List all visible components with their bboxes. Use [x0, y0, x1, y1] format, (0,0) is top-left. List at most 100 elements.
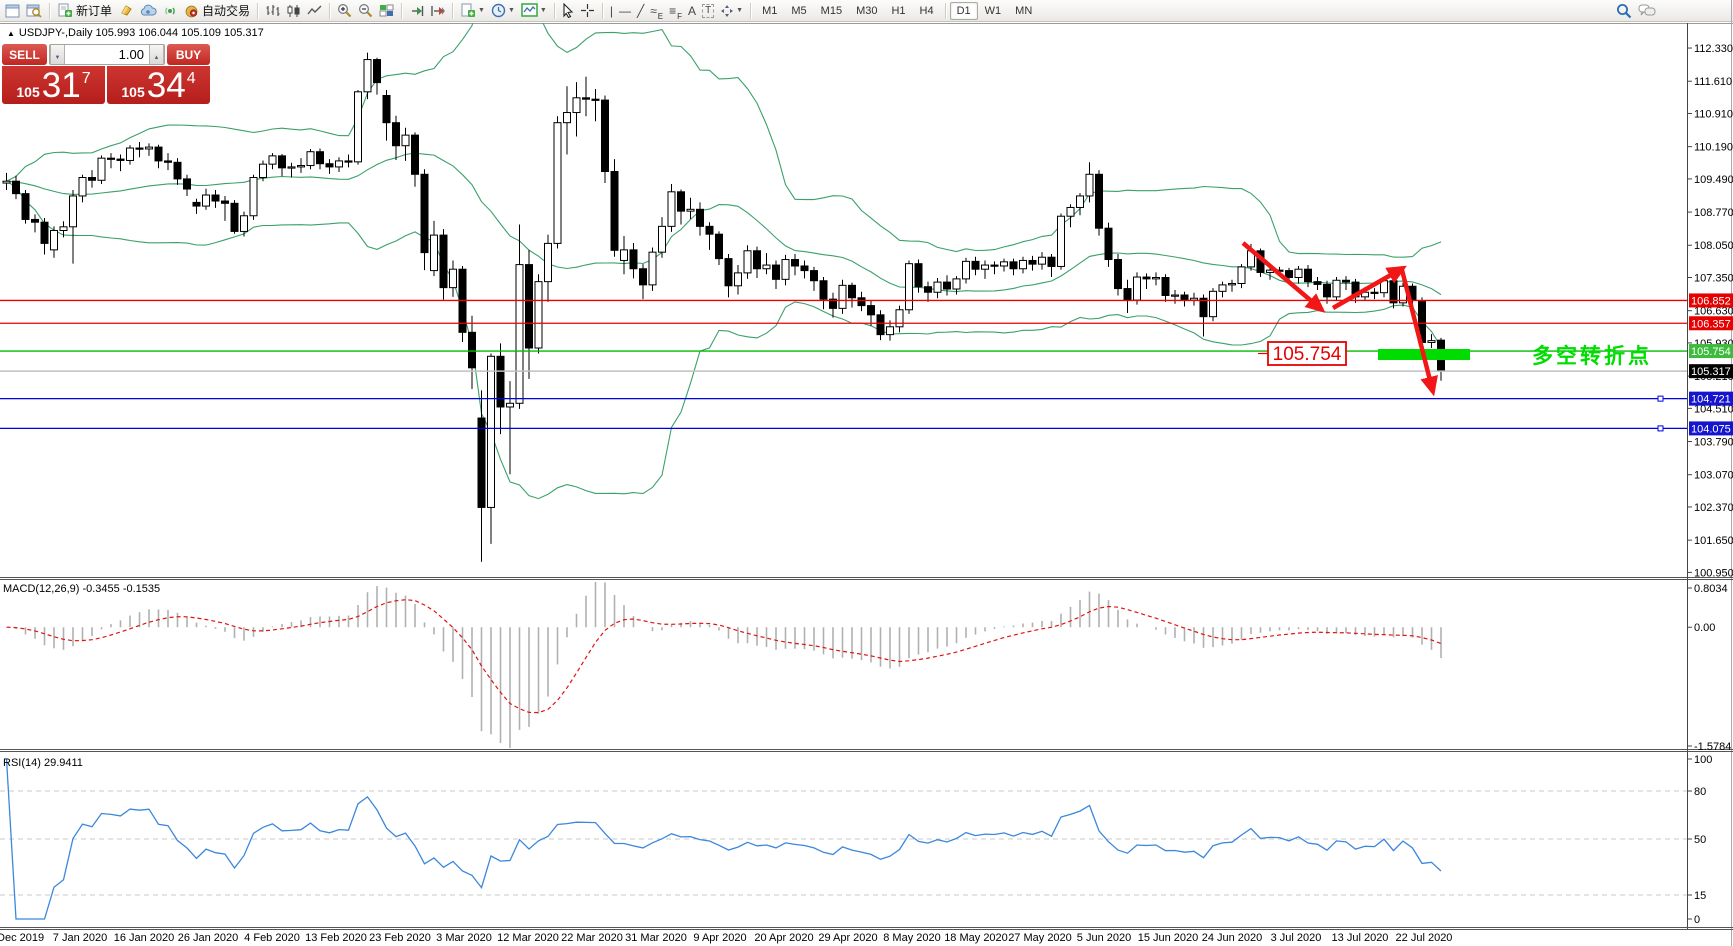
chat-icon[interactable]: [1635, 1, 1659, 21]
price-tick-label: 107.350: [1694, 273, 1733, 285]
price-marker-text: 105.317: [1691, 366, 1731, 378]
timeframe-m5-button[interactable]: M5: [791, 4, 807, 17]
date-label: 15 Jun 2020: [1138, 932, 1199, 944]
candle-body: [164, 160, 172, 163]
buy-price-panel[interactable]: 105 34 4: [107, 66, 210, 104]
cursor-icon[interactable]: [559, 1, 577, 21]
tile-windows-icon[interactable]: [376, 1, 397, 21]
metaeditor-icon[interactable]: [115, 1, 137, 21]
tile-windows-icon: [379, 4, 394, 18]
chevron-down-icon[interactable]: ▼: [507, 7, 515, 14]
volume-input[interactable]: [64, 45, 149, 64]
candle-body: [677, 191, 685, 212]
candles-layer: [2, 52, 1445, 562]
line-chart-icon[interactable]: [304, 1, 325, 21]
bar-chart-icon[interactable]: [262, 1, 283, 21]
equidistant-channel-icon[interactable]: ≈ E: [647, 1, 666, 21]
date-label: 5 Jun 2020: [1077, 932, 1131, 944]
chevron-down-icon[interactable]: ▼: [478, 7, 485, 14]
profiles-icon[interactable]: [23, 1, 45, 21]
symbol-arrow-icon: ▲: [7, 29, 15, 38]
line-handle[interactable]: [1657, 425, 1664, 432]
sell-price-panel[interactable]: 105 31 7: [2, 66, 105, 104]
candlestick-chart-icon[interactable]: [283, 1, 304, 21]
timeframe-m1-button[interactable]: M1: [762, 4, 778, 17]
signals-icon[interactable]: [160, 1, 181, 21]
candle-body: [1342, 279, 1350, 283]
arrows-tool-icon[interactable]: ▼: [717, 1, 746, 21]
chart-shift-icon[interactable]: [427, 1, 448, 21]
new-object-icon[interactable]: ▼: [457, 1, 488, 21]
candle-body: [325, 163, 334, 168]
new-order-button[interactable]: 新订单: [54, 1, 115, 21]
candle-body: [354, 91, 362, 163]
zoom-in-icon[interactable]: [334, 1, 355, 21]
rsi-axis-label: 15: [1694, 890, 1706, 902]
trendline-icon[interactable]: ╱: [634, 1, 647, 21]
trend-arrow[interactable]: [1241, 241, 1326, 313]
sell-price-sup: 7: [81, 70, 91, 87]
candle-body: [658, 225, 666, 253]
horizontal-line-objects[interactable]: [0, 299, 1687, 432]
timeframe-w1-button[interactable]: W1: [984, 4, 1002, 17]
rsi-axis-label: 0: [1694, 914, 1700, 926]
timeframe-h1-button[interactable]: H1: [891, 4, 906, 17]
macd-pane: MACD(12,26,9) -0.3455 -0.1535 0.8034 0.00 -…: [3, 582, 1731, 753]
candle-body: [173, 161, 182, 180]
candle-body: [40, 221, 49, 244]
candle-body: [924, 286, 932, 293]
trend-arrow[interactable]: [1331, 265, 1407, 310]
volume-decrease-button[interactable]: ▼: [49, 45, 65, 64]
timeframe-mn-button[interactable]: MN: [1015, 4, 1033, 17]
timeframe-h4-button[interactable]: H4: [919, 4, 934, 17]
autotrading-button[interactable]: 自动交易: [181, 1, 253, 21]
candle-body: [724, 258, 733, 287]
candle-body: [221, 200, 229, 204]
note-text[interactable]: 多空转折点: [1532, 344, 1652, 368]
search-icon[interactable]: [1613, 1, 1635, 21]
candle-body: [1047, 256, 1056, 267]
candle-body: [857, 297, 866, 307]
crosshair-icon[interactable]: [577, 1, 598, 21]
fibonacci-icon[interactable]: ≡ F: [666, 1, 685, 21]
line-handle[interactable]: [1657, 395, 1664, 402]
candle-body: [439, 234, 448, 289]
candle-body: [838, 284, 847, 309]
rsi-line: [5, 758, 1442, 920]
mql5-community-icon[interactable]: [137, 1, 160, 21]
auto-scroll-icon[interactable]: [406, 1, 427, 21]
date-label: 22 Jul 2020: [1396, 932, 1453, 944]
chevron-down-icon: ▼: [54, 55, 61, 61]
price-marker-text: 104.075: [1691, 423, 1731, 435]
text-icon[interactable]: A: [685, 1, 699, 21]
new-chart-icon[interactable]: [2, 1, 23, 21]
price-callout-box[interactable]: [1267, 341, 1347, 366]
zoom-out-icon[interactable]: [355, 1, 376, 21]
sell-button[interactable]: SELL: [2, 44, 47, 65]
trend-arrow[interactable]: [1399, 269, 1438, 397]
date-label: 4 Feb 2020: [244, 932, 300, 944]
text-label-icon[interactable]: T: [699, 1, 717, 21]
chevron-down-icon[interactable]: ▼: [539, 7, 547, 14]
timeframe-m15-button[interactable]: M15: [820, 4, 843, 17]
candle-body: [183, 178, 191, 190]
fibonacci-icon-sub: F: [677, 11, 683, 21]
auto-scroll-icon: [409, 4, 424, 18]
clock-icon[interactable]: ▼: [488, 1, 518, 21]
timeframe-m30-button[interactable]: M30: [856, 4, 878, 17]
horizontal-line-icon[interactable]: —: [616, 1, 634, 21]
rsi-pane: RSI(14) 29.9411 100 80 50 15 0: [0, 754, 1712, 926]
candle-body: [411, 134, 419, 175]
timeframe-d1-button[interactable]: D1: [949, 1, 978, 20]
chevron-down-icon[interactable]: ▼: [736, 7, 744, 14]
indicators-icon[interactable]: ▼: [518, 1, 550, 21]
vertical-line-icon[interactable]: |: [607, 1, 616, 21]
toolbar-separator: [601, 2, 603, 19]
buy-button[interactable]: BUY: [166, 44, 210, 65]
candle-body: [781, 259, 790, 280]
chart-annotations[interactable]: 105.754 多空转折点: [1241, 241, 1652, 397]
volume-increase-button[interactable]: ▲: [148, 45, 164, 64]
